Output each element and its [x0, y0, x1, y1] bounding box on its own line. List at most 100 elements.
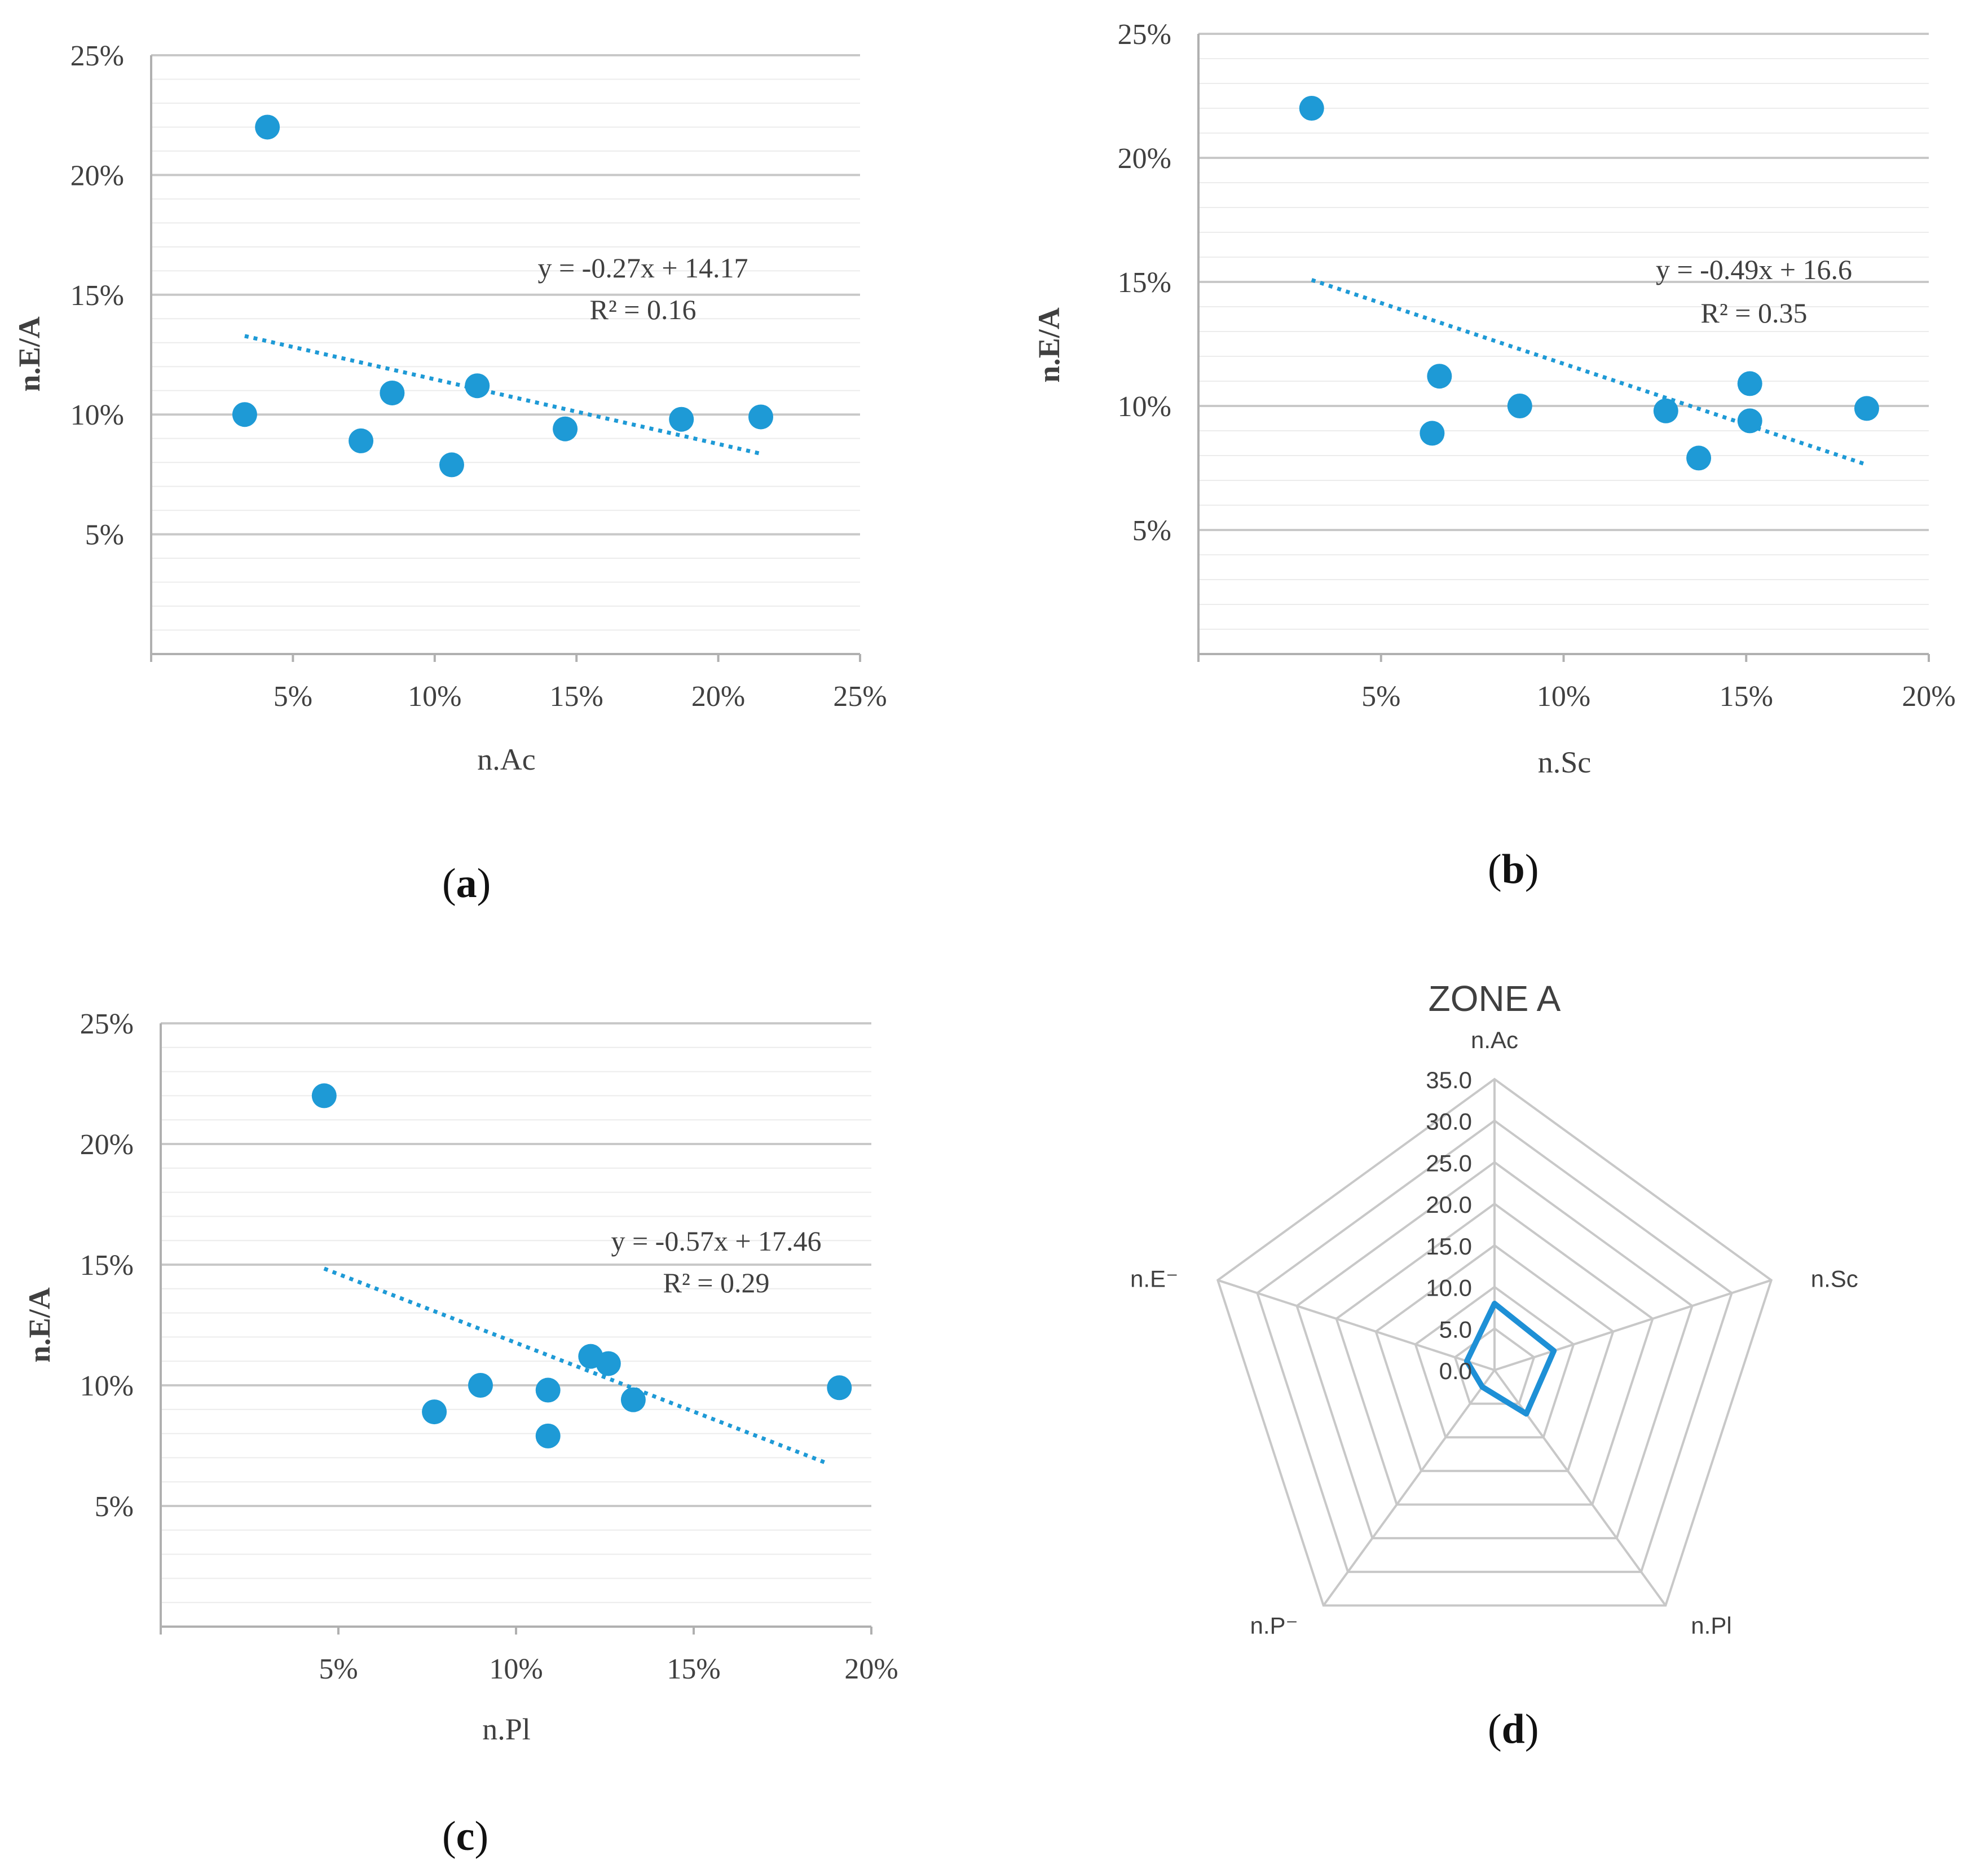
y-tick-label: 5% [95, 1491, 134, 1523]
scatter-chart-c: 5% 10% 15% 20% 5% 10% 15% 20% 25% y = -0.57x + 1… [23, 1008, 898, 1746]
data-point [439, 452, 464, 478]
x-tick-label: 5% [319, 1653, 358, 1685]
y-tick-label: 20% [80, 1129, 134, 1161]
caption-b-letter: b [1501, 846, 1525, 893]
data-point [1737, 408, 1762, 434]
radar-series-layer [1464, 1301, 1557, 1417]
data-point [620, 1387, 646, 1412]
radar-axis-label: n.Pl [1691, 1612, 1731, 1638]
x-tick-label: 25% [833, 681, 887, 713]
x-tick-label: 10% [489, 1653, 543, 1685]
data-point [468, 1373, 493, 1398]
data-point [553, 416, 578, 441]
y-tick-label: 25% [1118, 19, 1171, 51]
x-tick-label: 5% [1361, 681, 1400, 713]
y-tick-label: 20% [70, 160, 124, 192]
x-axis-label: n.Ac [477, 743, 535, 776]
data-point [232, 402, 257, 427]
radar-ring-label: 30.0 [1426, 1108, 1472, 1135]
trend-equation: y = -0.49x + 16.6 [1656, 254, 1852, 285]
points-layer [232, 114, 774, 478]
data-point [1427, 364, 1452, 389]
radar-ring-label: 5.0 [1439, 1316, 1472, 1342]
x-tick-label: 5% [274, 681, 312, 713]
x-axis-label: n.Sc [1538, 745, 1592, 779]
trend-r2: R² = 0.35 [1700, 297, 1807, 329]
radar-ring-label: 15.0 [1426, 1233, 1472, 1260]
data-point [1737, 371, 1762, 396]
scatter-chart-a: 5% 10% 15% 20% 25% 5% 10% 15% 20% 25% y = -0.27x … [12, 40, 887, 776]
trend-r2: R² = 0.29 [663, 1267, 769, 1298]
radar-axis-label: n.Ac [1471, 1027, 1518, 1053]
data-point [465, 373, 490, 399]
data-point [1507, 394, 1532, 418]
radar-axis-label: n.Sc [1811, 1266, 1858, 1292]
radar-spoke [1494, 1279, 1772, 1371]
x-tick-label: 20% [1902, 681, 1955, 713]
data-point [827, 1375, 852, 1401]
radar-series-line [1464, 1301, 1557, 1417]
trend-equation: y = -0.27x + 14.17 [537, 252, 748, 284]
radar-ring-label: 0.0 [1439, 1358, 1472, 1384]
radar-ring [1414, 1286, 1575, 1439]
radar-ring [1216, 1077, 1773, 1607]
radar-ring [1453, 1327, 1536, 1405]
radar-ring [1256, 1119, 1733, 1573]
x-axis-label: n.Pl [482, 1712, 531, 1746]
trendline [1311, 278, 1868, 467]
grid-layer [161, 1022, 871, 1604]
trend-layer [1311, 278, 1868, 467]
trend-layer [244, 334, 761, 456]
y-tick-label: 25% [80, 1008, 134, 1040]
data-point [349, 428, 374, 453]
radar-spoke [1217, 1279, 1495, 1371]
data-point [1420, 421, 1445, 446]
data-point [1299, 96, 1324, 121]
x-tick-label: 15% [550, 681, 603, 713]
y-tick-label: 15% [70, 280, 124, 312]
y-tick-label: 25% [70, 40, 124, 72]
caption-c: (c) [442, 1813, 489, 1859]
radar-ring [1295, 1160, 1694, 1540]
data-point [1854, 396, 1879, 421]
radar-ring [1374, 1244, 1615, 1472]
radar-chart-d: ZONE A 0.0 5.0 10.0 15.0 20.0 25.0 30.0 35.0 n.A… [1130, 978, 1858, 1638]
data-point [380, 380, 405, 405]
grid-layer [1198, 33, 1929, 630]
x-tick-label: 10% [408, 681, 461, 713]
y-tick-label: 15% [80, 1249, 134, 1282]
y-tick-label: 20% [1118, 143, 1171, 175]
caption-d: (d) [1488, 1706, 1539, 1752]
data-point [596, 1351, 621, 1376]
y-axis-label: n.E/A [1032, 307, 1066, 383]
radar-spoke [1493, 1369, 1667, 1606]
caption-d-letter: d [1501, 1706, 1525, 1752]
trend-equation: y = -0.57x + 17.46 [611, 1225, 821, 1257]
radar-ring [1335, 1202, 1654, 1506]
radar-labels-layer: 0.0 5.0 10.0 15.0 20.0 25.0 30.0 35.0 n.Ac n.Sc n.… [1130, 1027, 1858, 1638]
radar-axis-label: n.P⁻ [1250, 1612, 1298, 1638]
data-point [311, 1083, 337, 1108]
grid-layer [151, 54, 860, 631]
caption-a-letter: a [456, 860, 477, 907]
y-tick-label: 15% [1118, 267, 1171, 299]
y-tick-label: 10% [1118, 391, 1171, 423]
y-tick-label: 5% [85, 519, 124, 551]
data-point [255, 114, 280, 140]
x-tick-label: 20% [844, 1653, 898, 1685]
x-tick-label: 15% [1720, 681, 1773, 713]
caption-b: (b) [1488, 846, 1539, 893]
data-point [748, 404, 774, 430]
data-point [669, 407, 694, 432]
data-point [422, 1399, 447, 1425]
y-tick-label: 10% [80, 1370, 134, 1402]
scatter-chart-b: 5% 10% 15% 20% 5% 10% 15% 20% 25% y = -0.49x + 1… [1032, 19, 1956, 779]
caption-a: (a) [442, 860, 491, 907]
axes-layer: 5% 10% 15% 20% 5% 10% 15% 20% 25% [80, 1008, 898, 1685]
data-point [1653, 398, 1678, 423]
radar-ring-label: 20.0 [1426, 1191, 1472, 1218]
x-tick-label: 15% [667, 1653, 720, 1685]
x-tick-label: 20% [691, 681, 745, 713]
x-tick-label: 10% [1537, 681, 1590, 713]
radar-title: ZONE A [1429, 978, 1561, 1019]
